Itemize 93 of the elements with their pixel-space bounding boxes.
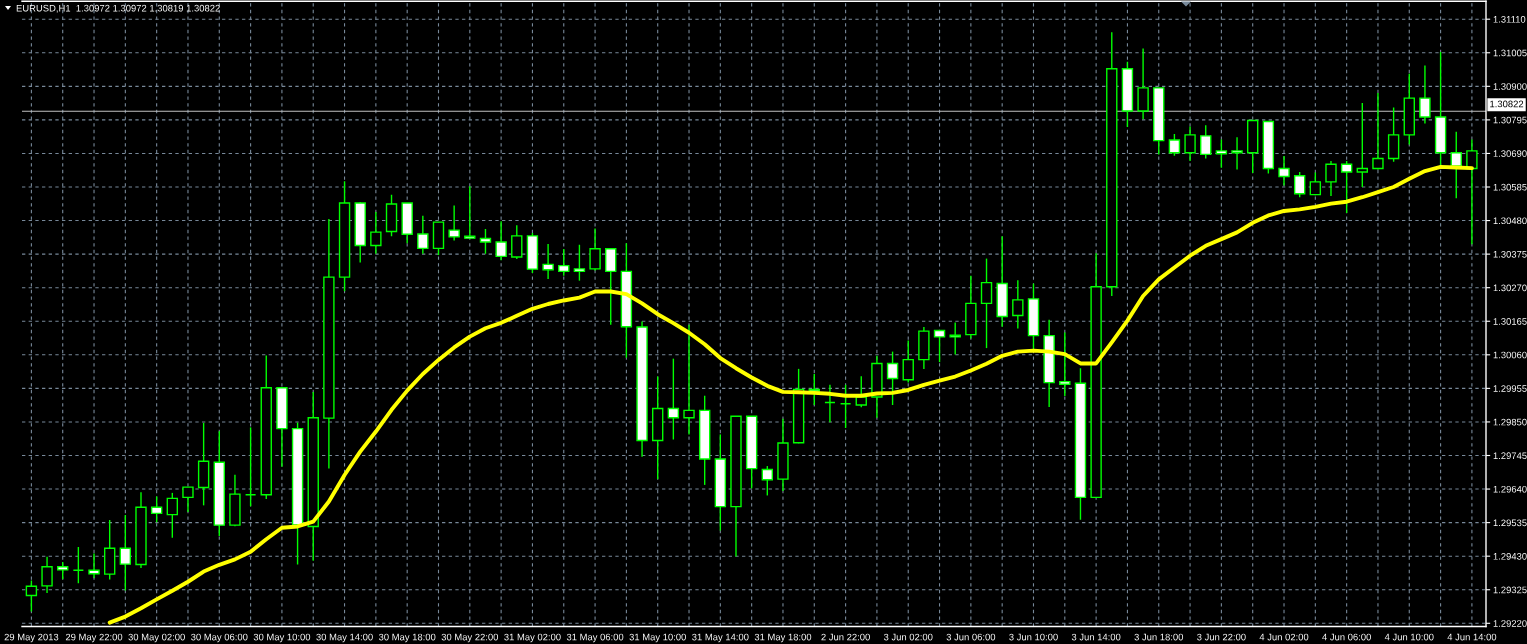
y-tick-label: 1.30900	[1493, 83, 1527, 90]
x-tick-label: 30 May 10:00	[253, 633, 311, 643]
x-tick-label: 30 May 02:00	[128, 633, 185, 643]
candlestick	[605, 248, 617, 326]
candlestick	[1278, 155, 1290, 187]
x-tick-label: 4 Jun 06:00	[1322, 633, 1371, 641]
candlestick	[933, 329, 946, 363]
candlestick	[558, 248, 570, 277]
candlestick	[182, 486, 194, 513]
candlestick	[1387, 106, 1400, 163]
candlestick	[417, 215, 429, 255]
candlestick	[1168, 133, 1181, 157]
candlestick	[980, 257, 993, 349]
candlestick	[573, 244, 586, 282]
candlestick	[370, 211, 382, 255]
candlestick	[1450, 131, 1462, 199]
candlestick	[1215, 138, 1228, 169]
candlestick	[1325, 160, 1337, 197]
x-tick-label: 30 May 18:00	[378, 633, 436, 643]
candlestick	[589, 227, 601, 272]
candlestick	[839, 384, 852, 429]
candlestick	[1200, 124, 1212, 160]
y-tick-label: 1.29640	[1493, 485, 1527, 493]
y-tick-label: 1.31005	[1493, 49, 1527, 57]
y-tick-label: 1.29955	[1493, 385, 1527, 392]
x-tick-label: 4 Jun 02:00	[1259, 633, 1309, 641]
candlestick	[1184, 125, 1196, 162]
x-tick-label: 30 May 06:00	[191, 633, 248, 643]
candlestick	[1059, 331, 1071, 397]
y-tick-label: 1.30690	[1493, 150, 1527, 157]
x-tick-label: 31 May 18:00	[754, 633, 812, 643]
candlestick	[166, 492, 179, 539]
y-tick-label: 1.30795	[1493, 116, 1527, 124]
candlestick	[542, 243, 554, 280]
candlestick	[1231, 136, 1243, 171]
x-tick-label: 3 Jun 22:00	[1197, 633, 1246, 641]
y-tick-label: 1.31110	[1493, 16, 1526, 23]
candlestick	[667, 357, 680, 441]
x-tick-label: 2 Jun 22:00	[821, 633, 870, 641]
candlestick	[244, 426, 257, 508]
candlestick	[479, 228, 492, 255]
candlestick	[1340, 160, 1353, 214]
x-tick-label: 3 Jun 02:00	[883, 633, 933, 641]
candlestick	[886, 350, 899, 406]
candlestick	[448, 204, 460, 242]
candlestick	[683, 324, 695, 436]
x-tick-label: 31 May 06:00	[566, 633, 624, 643]
x-tick-label: 31 May 02:00	[504, 633, 561, 643]
candlestick	[949, 321, 961, 356]
candlestick	[1372, 92, 1384, 171]
y-tick-label: 1.29220	[1493, 620, 1527, 627]
candlestick	[464, 185, 476, 240]
candlestick	[25, 579, 38, 613]
candlestick	[1419, 64, 1431, 125]
ref-line-label: 1.30822	[1490, 100, 1524, 108]
y-tick-label: 1.30585	[1493, 183, 1527, 191]
candlestick	[72, 546, 85, 585]
x-tick-label: 4 Jun 14:00	[1447, 633, 1497, 641]
candlestick	[1466, 138, 1478, 245]
candlestick	[1293, 171, 1306, 198]
y-tick-label: 1.29535	[1493, 519, 1527, 527]
candlestick	[824, 384, 836, 423]
x-tick-label: 3 Jun 10:00	[1009, 633, 1058, 641]
y-tick-label: 1.30270	[1493, 284, 1527, 292]
x-tick-label: 3 Jun 06:00	[946, 633, 996, 641]
y-tick-label: 1.29850	[1493, 418, 1527, 426]
x-tick-label: 31 May 14:00	[692, 633, 749, 643]
x-tick-label: 4 Jun 10:00	[1384, 633, 1434, 641]
chart-title: EURUSD,H1 1.30972 1.30972 1.30819 1.30822	[16, 4, 220, 13]
candlestick	[1012, 279, 1024, 330]
candlestick	[150, 495, 163, 523]
candlestick	[495, 220, 507, 261]
candlestick	[119, 514, 132, 592]
y-tick-label: 1.30480	[1493, 217, 1527, 225]
candlestick	[761, 465, 774, 497]
candlestick	[902, 339, 914, 384]
x-tick-label: 29 May 22:00	[65, 633, 123, 643]
y-tick-label: 1.29430	[1493, 553, 1527, 560]
candlestick	[511, 224, 523, 260]
y-tick-label: 1.29325	[1493, 586, 1527, 594]
candlestick	[1356, 102, 1369, 188]
y-tick-label: 1.30165	[1493, 318, 1527, 325]
y-tick-label: 1.30060	[1493, 351, 1527, 359]
x-tick-label: 31 May 10:00	[629, 633, 686, 643]
x-tick-label: 3 Jun 18:00	[1134, 633, 1184, 641]
x-tick-label: 30 May 14:00	[316, 633, 373, 643]
candlestick	[1137, 47, 1149, 120]
x-tick-label: 29 May 2013	[4, 633, 59, 643]
x-tick-label: 30 May 22:00	[441, 633, 499, 643]
y-tick-label: 1.30375	[1493, 250, 1527, 258]
y-tick-label: 1.29745	[1493, 452, 1527, 460]
candlestick	[41, 556, 53, 594]
x-tick-label: 3 Jun 14:00	[1071, 633, 1121, 641]
